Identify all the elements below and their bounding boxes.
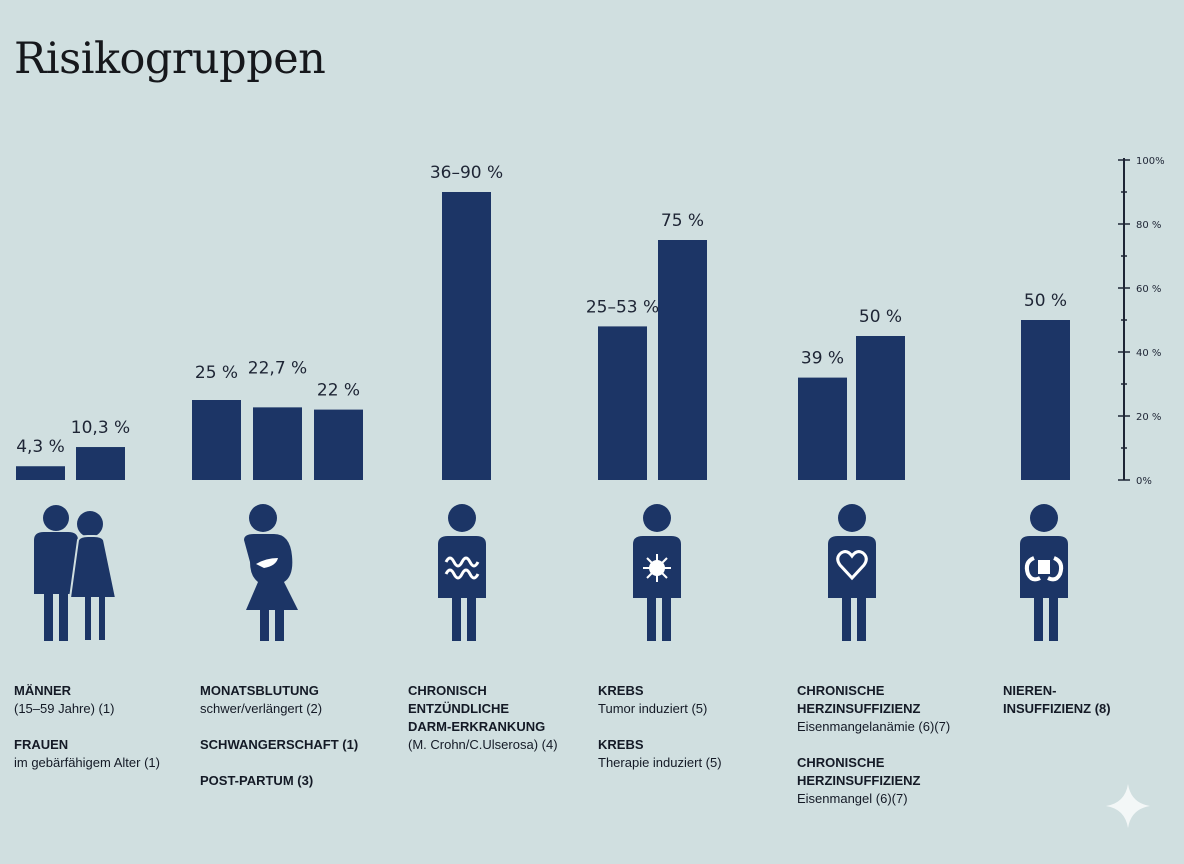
bar xyxy=(798,377,847,480)
group-heading: SCHWANGERSCHAFT (1) xyxy=(200,737,359,752)
bar-value-label: 25 % xyxy=(195,363,238,383)
group-heading: HERZINSUFFIZIENZ xyxy=(797,701,921,716)
group-text-ced: CHRONISCH ENTZÜNDLICHE DARM-ERKRANKUNG (M. … xyxy=(408,682,558,754)
group-heading: FRAUEN xyxy=(14,737,69,752)
group-heading: ENTZÜNDLICHE xyxy=(408,701,510,716)
bar xyxy=(314,409,363,480)
group-subtext: (15–59 Jahre) (1) xyxy=(14,701,115,716)
group-text-krebs: KREBS Tumor induziert (5) KREBS Therapie in… xyxy=(598,682,722,772)
spacer xyxy=(200,754,358,772)
spacer xyxy=(14,718,160,736)
group-subtext: Therapie induziert (5) xyxy=(598,755,722,770)
group-text-frauen-blutung: MONATSBLUTUNG schwer/verlängert (2) SCHWAN… xyxy=(200,682,358,790)
bar xyxy=(598,326,647,480)
group-subtext: Tumor induziert (5) xyxy=(598,701,708,716)
y-tick-label: 0% xyxy=(1136,476,1152,487)
man-woman-icon xyxy=(34,505,118,642)
bar xyxy=(192,400,241,480)
group-subtext: Eisenmangel (6)(7) xyxy=(797,791,908,806)
bar-value-label: 75 % xyxy=(661,211,704,231)
sparkle-icon xyxy=(1106,784,1150,828)
group-heading: KREBS xyxy=(598,683,644,698)
y-tick-label: 100% xyxy=(1136,156,1165,167)
y-tick-label: 20 % xyxy=(1136,412,1161,423)
bar xyxy=(856,336,905,480)
group-heading: NIEREN- xyxy=(1003,683,1057,698)
bar-value-label: 39 % xyxy=(801,349,844,369)
y-tick-label: 40 % xyxy=(1136,348,1161,359)
group-subtext: im gebärfähigem Alter (1) xyxy=(14,755,160,770)
y-tick-label: 80 % xyxy=(1136,220,1161,231)
bar-value-label: 22,7 % xyxy=(248,358,307,378)
bar-value-label: 25–53 % xyxy=(586,297,659,317)
bar xyxy=(658,240,707,480)
kidney-person-icon xyxy=(1020,504,1068,641)
group-text-niere: NIEREN- INSUFFIZIENZ (8) xyxy=(1003,682,1111,718)
spacer xyxy=(200,718,358,736)
group-heading: INSUFFIZIENZ (8) xyxy=(1003,701,1111,716)
group-heading: CHRONISCHE xyxy=(797,683,885,698)
y-tick-label: 60 % xyxy=(1136,284,1161,295)
bar-value-label: 22 % xyxy=(317,381,360,401)
pregnant-woman-icon xyxy=(244,504,298,641)
page-title: Risikogruppen xyxy=(14,34,326,84)
spacer xyxy=(598,718,722,736)
group-text-maenner-frauen: MÄNNER (15–59 Jahre) (1) FRAUEN im gebärfäh… xyxy=(14,682,160,772)
group-heading: HERZINSUFFIZIENZ xyxy=(797,773,921,788)
bar-value-label: 4,3 % xyxy=(16,437,65,457)
bar xyxy=(442,192,491,480)
group-heading: KREBS xyxy=(598,737,644,752)
bar-chart: 4,3 % 10,3 % 25 % 22,7 % 22 % 36–90 % 25–53 % 7… xyxy=(16,156,1165,487)
bar-value-label: 50 % xyxy=(859,307,902,327)
bar-value-label: 36–90 % xyxy=(430,163,503,183)
bar xyxy=(76,447,125,480)
group-subtext: (M. Crohn/C.Ulserosa) (4) xyxy=(408,737,558,752)
bar-value-label: 50 % xyxy=(1024,291,1067,311)
group-subtext: Eisenmangelanämie (6)(7) xyxy=(797,719,951,734)
group-subtext: schwer/verlängert (2) xyxy=(200,701,323,716)
group-heading: DARM-ERKRANKUNG xyxy=(408,719,546,734)
group-heading: POST-PARTUM (3) xyxy=(200,773,314,788)
bar-value-label: 10,3 % xyxy=(71,418,130,438)
bar xyxy=(253,407,302,480)
bar xyxy=(1021,320,1070,480)
group-heading: CHRONISCH xyxy=(408,683,487,698)
intestine-person-icon xyxy=(438,504,486,641)
group-heading: CHRONISCHE xyxy=(797,755,885,770)
spacer xyxy=(797,736,950,754)
group-heading: MÄNNER xyxy=(14,683,72,698)
heart-person-icon xyxy=(828,504,876,641)
group-heading: MONATSBLUTUNG xyxy=(200,683,319,698)
group-text-herz: CHRONISCHE HERZINSUFFIZIENZ Eisenmangelanä… xyxy=(797,682,950,808)
bar xyxy=(16,466,65,480)
cancer-cell-person-icon xyxy=(633,504,681,641)
